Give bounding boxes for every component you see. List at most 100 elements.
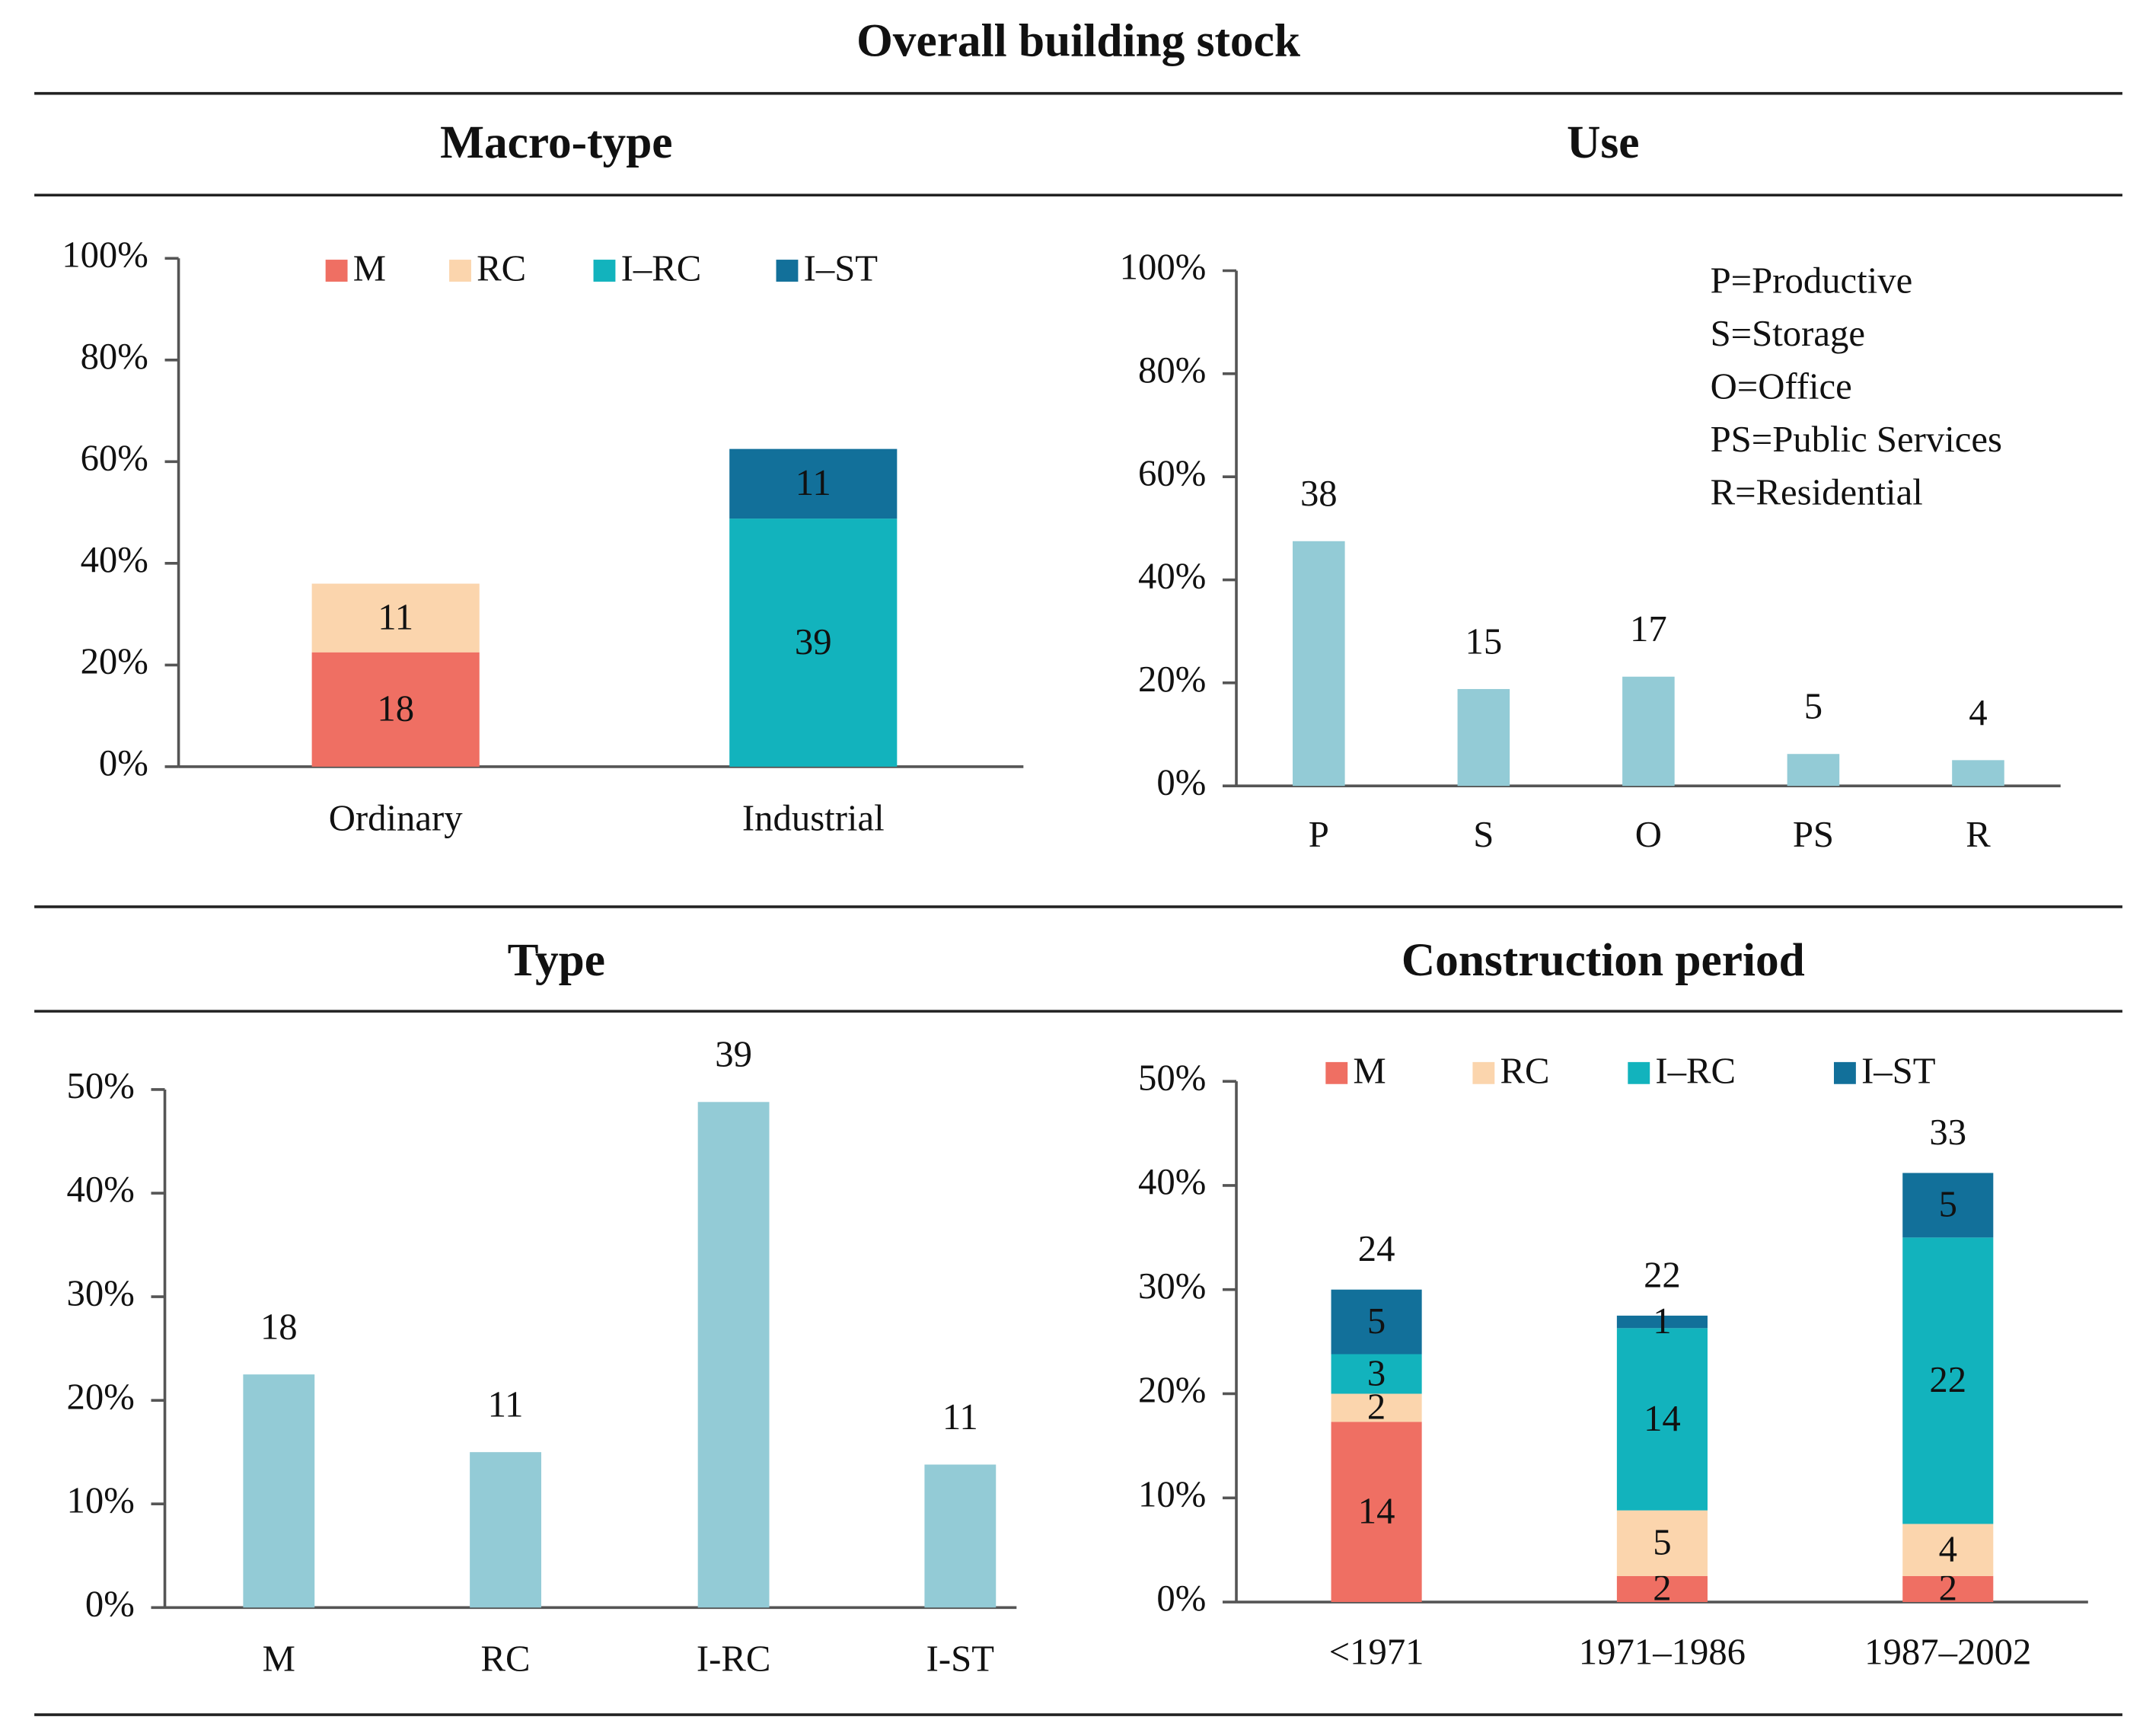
total-label: 24	[1358, 1228, 1395, 1269]
legend-swatch	[449, 260, 471, 282]
bar	[697, 1102, 770, 1608]
legend-swatch	[1472, 1061, 1495, 1084]
legend-swatch	[776, 260, 799, 282]
y-tick-label: 40%	[67, 1169, 135, 1210]
legend-label: I–ST	[1861, 1050, 1935, 1091]
bar	[1622, 676, 1675, 787]
x-tick-label: 1971–1986	[1579, 1632, 1746, 1673]
legend-label: M	[1353, 1050, 1386, 1091]
legend-swatch	[593, 260, 616, 282]
total-label: 33	[1929, 1112, 1966, 1153]
y-tick-label: 60%	[81, 438, 148, 479]
x-tick-label: PS	[1793, 814, 1834, 855]
data-label: 3	[1367, 1352, 1386, 1393]
bar-segment	[1616, 1315, 1708, 1329]
y-tick-label: 30%	[67, 1272, 135, 1313]
y-tick-label: 40%	[81, 539, 148, 580]
panel-title: Use	[1567, 116, 1639, 168]
note: O=Office	[1711, 366, 1852, 407]
y-tick-label: 100%	[1120, 247, 1207, 288]
x-tick-label: S	[1473, 814, 1494, 855]
y-tick-label: 0%	[85, 1583, 135, 1624]
bar-segment	[1331, 1289, 1422, 1355]
x-tick-label: <1971	[1329, 1632, 1424, 1673]
data-label: 39	[715, 1034, 752, 1075]
data-label: 22	[1929, 1359, 1966, 1400]
bar	[924, 1464, 997, 1608]
bar-segment	[1902, 1524, 1994, 1576]
y-tick-label: 60%	[1138, 452, 1206, 493]
data-label: 5	[1653, 1522, 1671, 1563]
data-label: 14	[1644, 1398, 1681, 1439]
bar	[1457, 688, 1510, 787]
bar-segment	[311, 652, 480, 767]
data-label: 4	[1969, 692, 1987, 733]
legend-label: I–ST	[804, 247, 878, 289]
y-tick-label: 10%	[67, 1479, 135, 1521]
y-tick-label: 80%	[1138, 349, 1206, 391]
x-tick-label: O	[1635, 814, 1662, 855]
x-tick-label: RC	[481, 1639, 531, 1680]
y-tick-label: 40%	[1138, 556, 1206, 597]
figure-title: Overall building stock	[856, 15, 1301, 67]
bar-segment	[311, 583, 480, 653]
legend-label: RC	[477, 247, 526, 289]
bar	[1787, 754, 1840, 787]
y-tick-label: 20%	[81, 641, 148, 682]
data-label: 5	[1939, 1184, 1957, 1225]
x-tick-label: P	[1309, 814, 1329, 855]
legend-label: I–RC	[621, 247, 702, 289]
x-tick-label: R	[1966, 814, 1991, 855]
bar	[1952, 760, 2004, 787]
y-tick-label: 0%	[1156, 1578, 1206, 1619]
total-label: 22	[1644, 1254, 1681, 1295]
data-label: 5	[1367, 1300, 1386, 1342]
data-label: 18	[377, 688, 414, 729]
note: S=Storage	[1711, 313, 1865, 354]
bar-segment	[1331, 1393, 1422, 1422]
y-tick-label: 10%	[1138, 1473, 1206, 1514]
y-tick-label: 50%	[67, 1065, 135, 1106]
data-label: 38	[1300, 473, 1338, 514]
bar-segment	[1331, 1354, 1422, 1394]
data-label: 11	[488, 1384, 524, 1425]
data-label: 4	[1939, 1528, 1957, 1569]
x-tick-label: I-RC	[697, 1639, 770, 1680]
y-tick-label: 20%	[67, 1376, 135, 1417]
bar-segment	[1331, 1422, 1422, 1603]
legend-label: I–RC	[1655, 1050, 1736, 1091]
data-label: 11	[796, 462, 831, 503]
x-tick-label: Industrial	[742, 797, 885, 838]
y-tick-label: 20%	[1138, 659, 1206, 700]
data-label: 11	[942, 1396, 978, 1438]
y-tick-label: 0%	[1156, 761, 1206, 803]
data-label: 11	[378, 596, 413, 637]
legend-swatch	[1833, 1061, 1856, 1084]
x-tick-label: Ordinary	[329, 797, 464, 838]
note: R=Residential	[1711, 472, 1923, 513]
y-tick-label: 80%	[81, 336, 148, 377]
x-tick-label: M	[263, 1639, 295, 1680]
note: PS=Public Services	[1711, 419, 2002, 460]
panel-title: Macro-type	[440, 116, 672, 168]
panel-title: Construction period	[1402, 934, 1805, 986]
data-label: 18	[260, 1307, 298, 1348]
x-tick-label: 1987–2002	[1864, 1632, 2031, 1673]
bar	[1293, 541, 1345, 787]
y-tick-label: 40%	[1138, 1161, 1206, 1202]
y-tick-label: 100%	[62, 234, 148, 275]
y-tick-label: 20%	[1138, 1370, 1206, 1411]
legend-swatch	[1325, 1061, 1348, 1084]
legend-label: RC	[1500, 1050, 1550, 1091]
y-tick-label: 50%	[1138, 1057, 1206, 1098]
note: P=Productive	[1711, 260, 1913, 302]
bar	[470, 1452, 541, 1608]
legend-label: M	[353, 247, 386, 289]
y-tick-label: 0%	[99, 742, 148, 783]
data-label: 14	[1358, 1491, 1395, 1532]
bar	[243, 1374, 315, 1608]
data-label: 39	[795, 621, 832, 662]
bar-segment	[729, 448, 898, 519]
